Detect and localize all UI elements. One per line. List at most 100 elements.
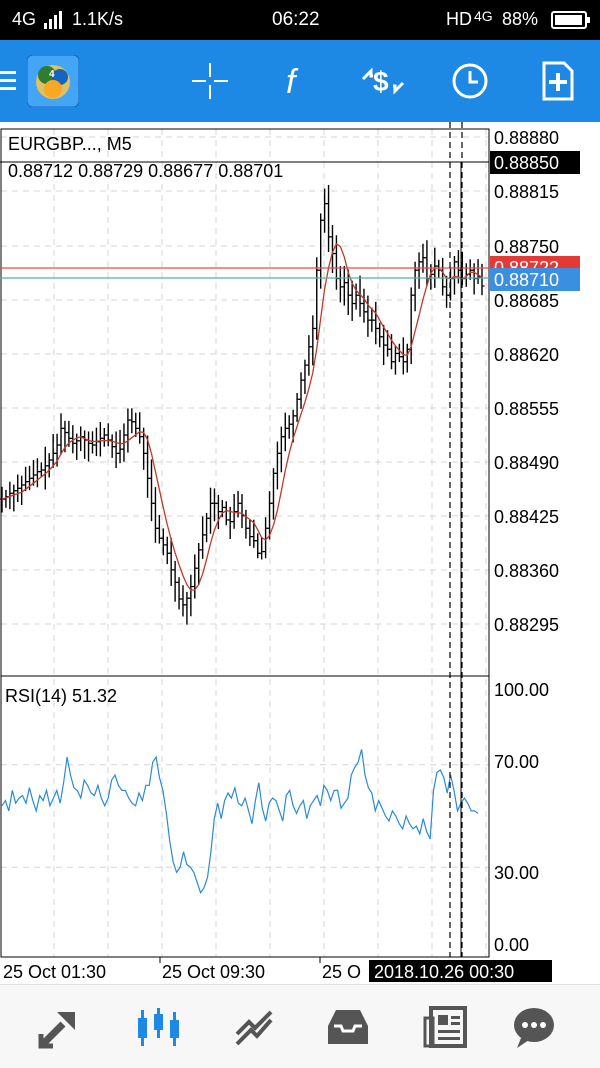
price-axis: 0.88880 0.88815 0.88750 0.88685 0.88620 … (494, 128, 559, 635)
ohlc-bar (129, 408, 135, 434)
ohlc-bar (149, 459, 155, 522)
ohlc-bar (408, 287, 414, 365)
chart-area[interactable]: EURGBP..., M5 0.88712 0.88729 0.88677 0.… (0, 122, 600, 984)
moving-average-line (1, 242, 483, 591)
ohlc-bar (475, 259, 481, 284)
ohlc-bar (156, 514, 162, 544)
network-type-right: 4G (474, 8, 493, 24)
ohlc-bar (78, 426, 84, 452)
ohlc-bar (86, 431, 92, 462)
ohlc-bar (46, 453, 52, 478)
network-type: 4G (12, 9, 37, 29)
chart-grid (1, 129, 489, 957)
price-tick: 0.88620 (494, 345, 559, 365)
ohlc-bar (298, 372, 304, 409)
bottom-navigation (0, 984, 600, 1068)
symbol-label: EURGBP..., M5 (8, 134, 132, 154)
price-tick: 0.88880 (494, 128, 559, 148)
bid-price-tag (490, 268, 580, 291)
clock-time: 06:22 (272, 9, 320, 30)
ohlc-readout: 0.88712 0.88729 0.88677 0.88701 (8, 161, 283, 181)
price-tick: 0.88295 (494, 615, 559, 635)
ohlc-bar (101, 427, 107, 447)
ohlc-bar (223, 501, 229, 526)
price-candles (0, 185, 485, 625)
battery-percent: 88% (502, 9, 539, 29)
ohlc-bar (282, 412, 288, 452)
crosshair-time-tag (369, 960, 552, 982)
ohlc-bar (392, 345, 398, 375)
rsi-pane-border (0, 675, 490, 958)
news-icon[interactable] (420, 1001, 472, 1053)
chart-icon[interactable] (132, 1001, 184, 1053)
ohlc-bar (11, 484, 17, 512)
ohlc-bar (125, 408, 131, 453)
ohlc-bar (259, 537, 265, 560)
ohlc-bar (294, 392, 300, 422)
rsi-tick: 100.00 (494, 680, 549, 700)
svg-text:$: $ (373, 66, 389, 97)
price-tick: 0.88360 (494, 561, 559, 581)
clock-icon[interactable] (448, 56, 492, 106)
main-pane-border (0, 128, 490, 677)
crosshair-time: 2018.10.26 00:30 (374, 962, 514, 982)
price-tick: 0.88815 (494, 182, 559, 202)
crosshair-icon[interactable] (188, 56, 232, 106)
ohlc-bar (318, 213, 324, 289)
rsi-tick: 30.00 (494, 863, 539, 883)
signal-icon (44, 11, 64, 34)
ohlc-bar (82, 430, 88, 459)
ohlc-bar (172, 560, 178, 602)
ohlc-bar (188, 574, 194, 617)
price-tick: 0.88555 (494, 399, 559, 419)
ohlc-bar (274, 441, 280, 490)
function-icon[interactable]: f (272, 56, 316, 106)
ohlc-bar (89, 431, 95, 454)
ohlc-bar (306, 335, 312, 376)
rsi-label: RSI(14) 51.32 (5, 686, 117, 706)
ohlc-bar (208, 487, 214, 534)
history-icon[interactable] (322, 1001, 374, 1053)
time-axis: 25 Oct 01:30 25 Oct 09:30 25 O 2018.10.2… (3, 957, 552, 982)
ohlc-bar (117, 429, 123, 464)
ohlc-bar (152, 487, 158, 543)
ohlc-bar (416, 252, 422, 289)
chat-icon[interactable] (508, 1001, 560, 1053)
trade-nav-icon[interactable] (228, 1001, 280, 1053)
crosshair-price: 0.88850 (494, 153, 559, 173)
chart-toolbar: 4 f $ (0, 40, 600, 122)
ohlc-bar (34, 458, 40, 488)
price-tick: 0.88425 (494, 507, 559, 527)
hd-label: HD (446, 9, 472, 29)
app-logo-icon[interactable]: 4 (26, 55, 80, 107)
ohlc-bar (200, 516, 206, 559)
ohlc-bar (184, 591, 190, 625)
ohlc-bar (243, 509, 249, 539)
ohlc-bar (440, 257, 446, 296)
ohlc-bar (219, 499, 225, 518)
rsi-tick: 70.00 (494, 752, 539, 772)
ohlc-bar (42, 446, 48, 490)
price-tick: 0.88750 (494, 237, 559, 257)
ohlc-bar (192, 554, 198, 599)
ohlc-bar (322, 188, 328, 233)
ohlc-bar (270, 468, 276, 520)
svg-text:f: f (286, 63, 299, 101)
time-tick: 25 Oct 09:30 (162, 962, 265, 982)
ohlc-bar (97, 421, 103, 457)
ohlc-bar (404, 343, 410, 373)
ohlc-bar (255, 533, 261, 559)
ohlc-bar (337, 266, 343, 303)
ohlc-bar (105, 423, 111, 447)
ohlc-bar (204, 512, 210, 543)
bid-price: 0.88710 (494, 270, 559, 290)
ohlc-bar (467, 259, 473, 280)
trade-icon[interactable]: $ (358, 56, 408, 106)
ohlc-bar (164, 536, 170, 565)
menu-icon[interactable] (0, 56, 20, 106)
time-tick: 25 O (322, 962, 361, 982)
battery-icon (551, 10, 591, 35)
network-speed: 1.1K/s (72, 9, 124, 29)
quotes-icon[interactable] (34, 1001, 86, 1053)
new-order-icon[interactable] (536, 56, 580, 106)
